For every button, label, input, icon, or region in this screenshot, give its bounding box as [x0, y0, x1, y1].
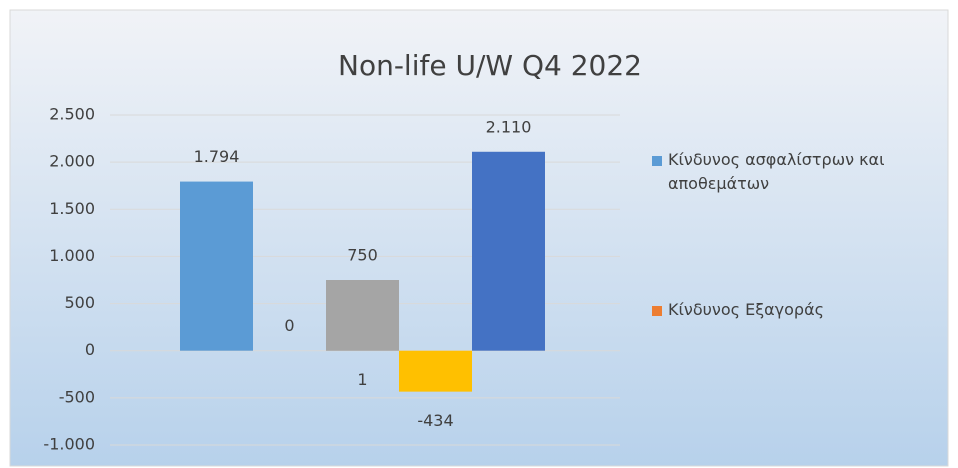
bar — [326, 280, 399, 351]
legend-label: Κίνδυνος ασφαλίστρων και αποθεμάτων — [668, 150, 885, 193]
y-tick-label: 0 — [85, 340, 95, 359]
data-label: -434 — [417, 411, 453, 430]
legend-swatch — [652, 156, 662, 166]
legend-label: Κίνδυνος Εξαγοράς — [668, 300, 825, 319]
y-tick-label: 500 — [64, 293, 95, 312]
data-label: 2.110 — [486, 117, 532, 136]
bar — [180, 181, 253, 351]
y-tick-label: -1.000 — [43, 435, 95, 454]
bar — [399, 350, 472, 392]
y-tick-label: 1.500 — [49, 199, 95, 218]
data-label: 1.794 — [194, 147, 240, 166]
y-tick-label: -500 — [59, 387, 95, 406]
data-label: 0 — [284, 316, 294, 335]
y-tick-label: 1.000 — [49, 246, 95, 265]
y-tick-label: 2.500 — [49, 105, 95, 124]
chart-title: Non-life U/W Q4 2022 — [338, 49, 642, 82]
bar — [472, 151, 545, 351]
legend-swatch — [652, 306, 662, 316]
y-tick-label: 2.000 — [49, 152, 95, 171]
data-label: 750 — [347, 246, 378, 265]
data-label: 1 — [357, 370, 367, 389]
